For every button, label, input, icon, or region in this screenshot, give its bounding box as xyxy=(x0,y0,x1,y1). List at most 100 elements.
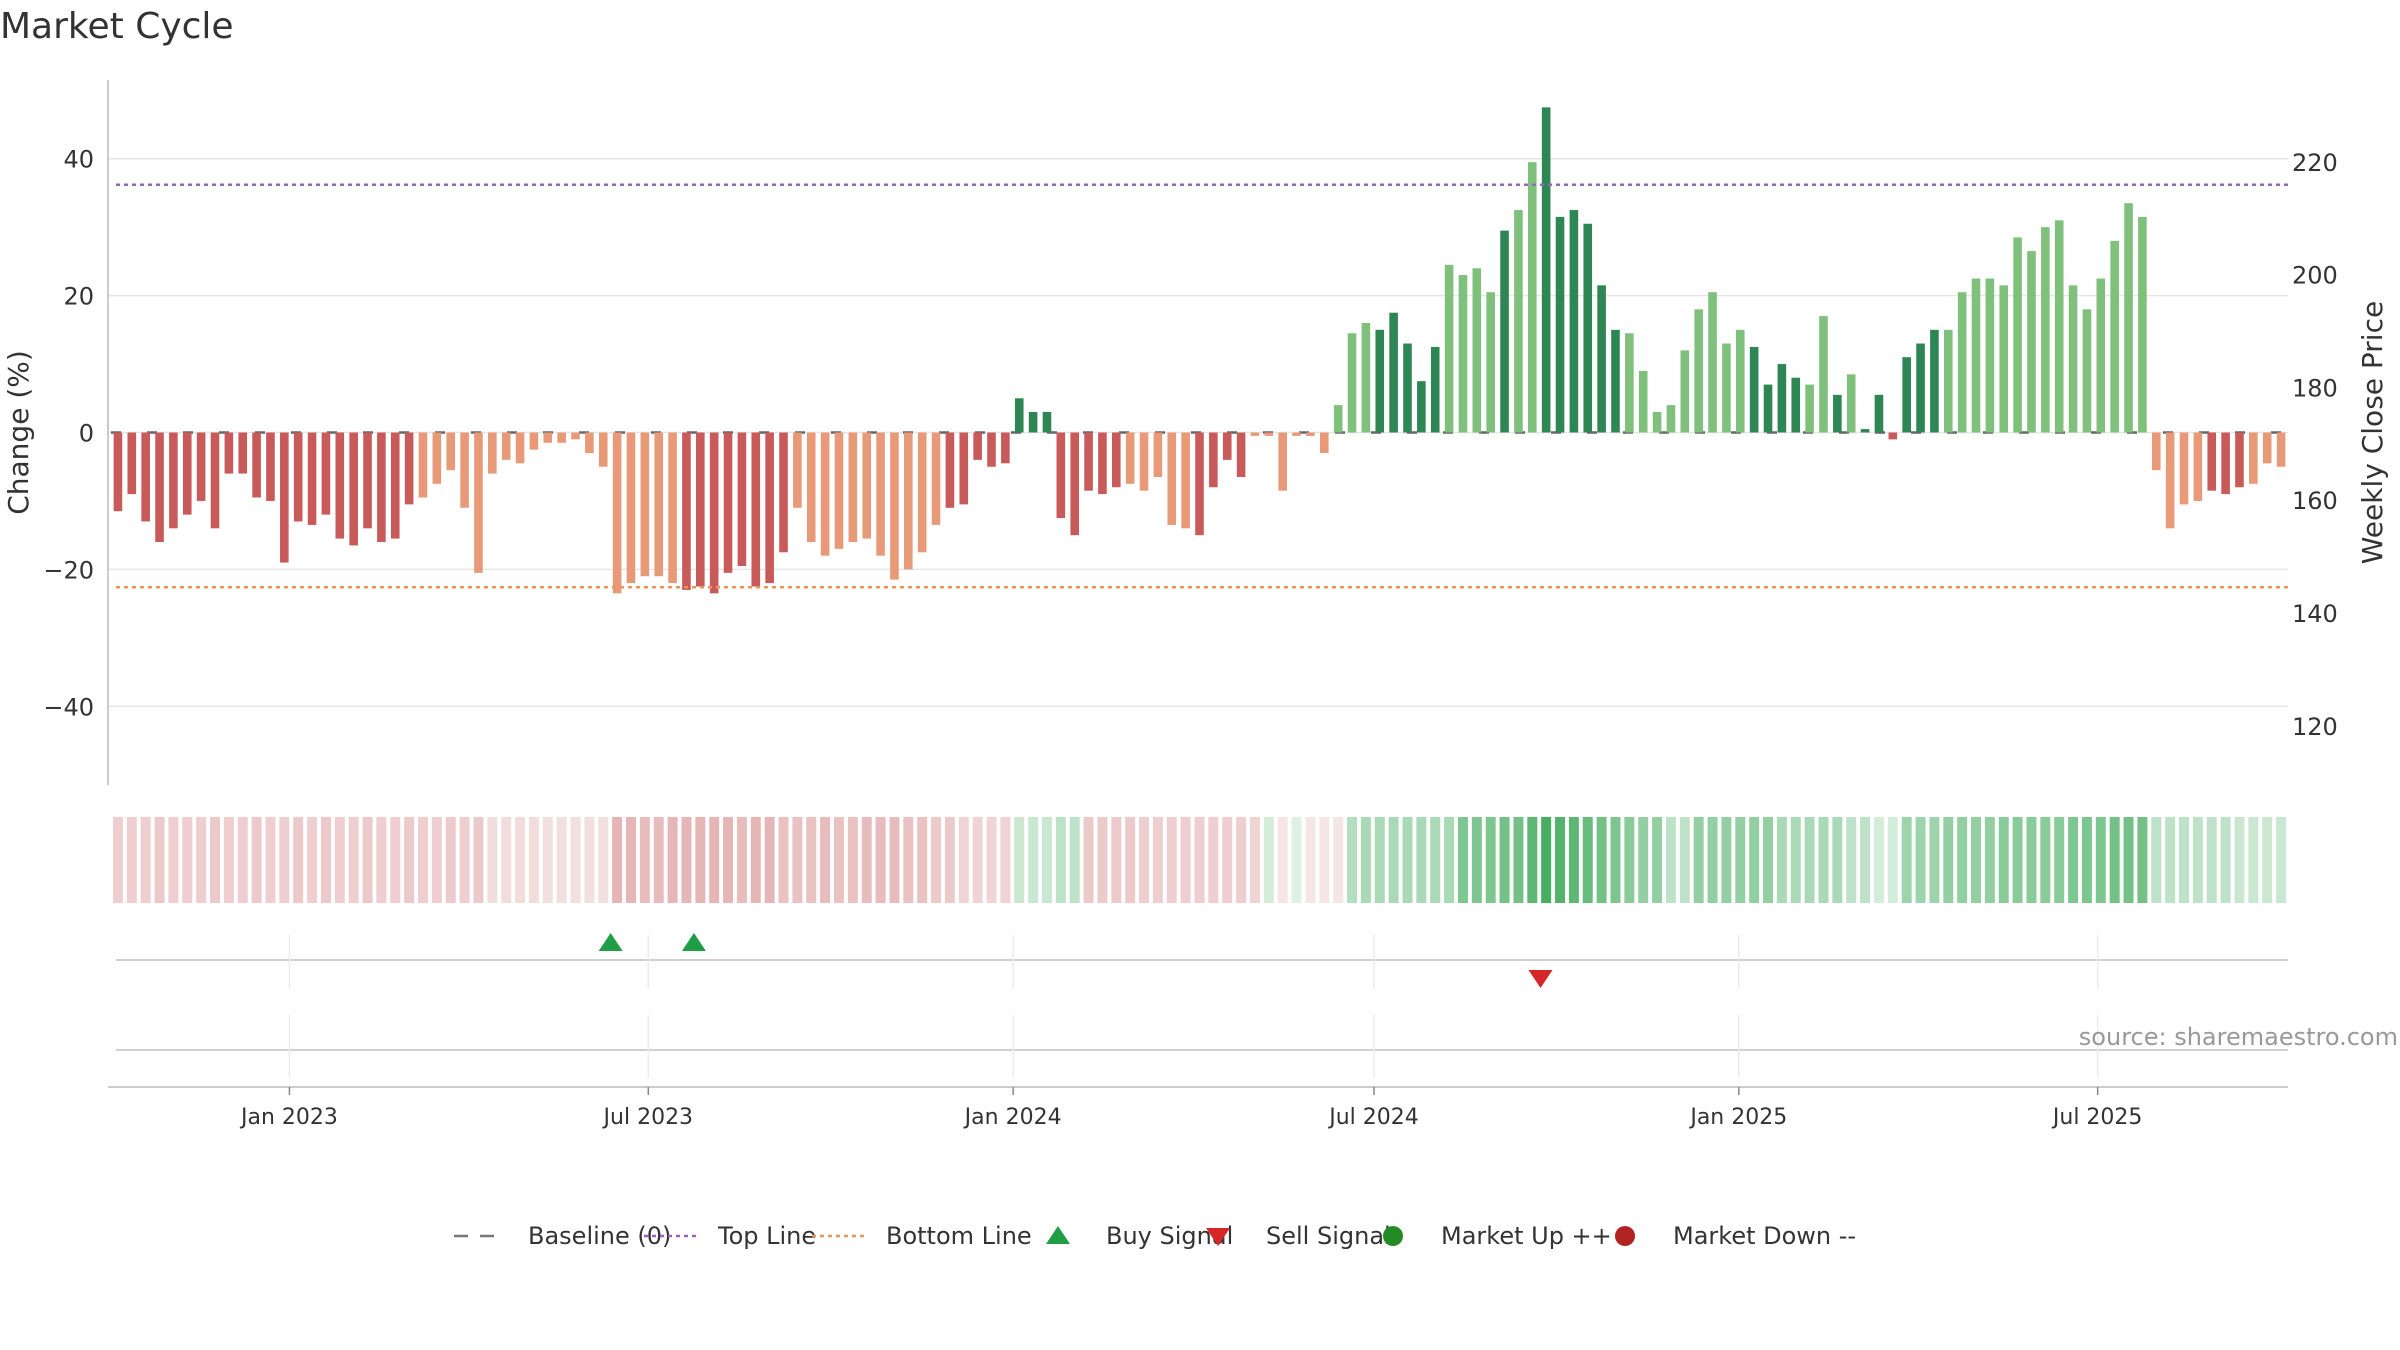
regime-band-cell xyxy=(182,817,193,903)
change-bar xyxy=(793,432,802,508)
regime-band-cell xyxy=(1652,817,1663,903)
legend-label: Sell Signal xyxy=(1266,1222,1391,1250)
regime-band-cell xyxy=(265,817,276,903)
change-bar xyxy=(654,432,664,577)
regime-band-cell xyxy=(944,817,955,903)
regime-band-cell xyxy=(501,817,512,903)
change-bar xyxy=(2151,432,2161,471)
change-bar xyxy=(1694,309,1703,433)
regime-band-cell xyxy=(1763,817,1774,903)
regime-band-cell xyxy=(667,817,678,903)
regime-band-cell xyxy=(1055,817,1066,903)
change-bar xyxy=(335,432,345,539)
legend-swatch-marker xyxy=(1383,1226,1403,1246)
change-bar xyxy=(876,432,885,556)
change-bar xyxy=(1930,329,1939,433)
regime-band-cell xyxy=(1610,817,1621,903)
change-bar xyxy=(737,432,747,566)
regime-band-cell xyxy=(154,817,165,903)
regime-band-cell xyxy=(376,817,387,903)
regime-band-cell xyxy=(875,817,886,903)
change-bar xyxy=(1777,364,1787,433)
legend-label: Market Up ++ xyxy=(1441,1222,1612,1250)
change-bar xyxy=(1888,432,1898,440)
regime-band-cell xyxy=(1333,817,1344,903)
regime-band-cell xyxy=(473,817,484,903)
regime-band-cell xyxy=(1291,817,1302,903)
change-bar xyxy=(696,432,705,587)
change-bar xyxy=(2096,278,2106,433)
regime-band-cell xyxy=(750,817,761,903)
regime-band-cell xyxy=(1388,817,1399,903)
regime-band-cell xyxy=(1860,817,1871,903)
change-bar xyxy=(1957,292,1967,433)
regime-band-cell xyxy=(598,817,609,903)
regime-band-cell xyxy=(833,817,844,903)
change-bar xyxy=(2235,432,2244,488)
change-bar xyxy=(1791,377,1801,433)
change-bar xyxy=(1139,432,1149,491)
y-tick-label: 40 xyxy=(63,146,94,174)
change-bar xyxy=(848,432,858,543)
change-bar xyxy=(2068,285,2078,433)
regime-band-cell xyxy=(1721,817,1732,903)
regime-band-cell xyxy=(1679,817,1690,903)
change-bar xyxy=(1056,432,1066,519)
change-bar xyxy=(1680,350,1690,433)
change-bar xyxy=(668,432,677,584)
change-bar xyxy=(1250,432,1260,436)
sell-signal-marker xyxy=(1528,970,1553,988)
change-bar xyxy=(418,432,428,498)
x-tick-label: Jan 2025 xyxy=(1688,1105,1787,1130)
change-bar xyxy=(890,432,899,580)
change-bar xyxy=(987,432,996,467)
regime-band-cell xyxy=(1541,817,1552,903)
regime-band-cell xyxy=(1014,817,1025,903)
change-bar xyxy=(2027,251,2036,433)
change-bar xyxy=(2276,432,2286,467)
change-bar xyxy=(2138,216,2147,433)
change-bar xyxy=(2013,237,2022,433)
regime-band-cell xyxy=(1166,817,1177,903)
change-bar xyxy=(543,432,553,443)
change-bar xyxy=(959,432,969,505)
regime-band-cell xyxy=(1305,817,1316,903)
change-bar xyxy=(1569,210,1579,433)
change-bar xyxy=(488,432,497,474)
regime-band-cell xyxy=(542,817,553,903)
regime-band-cell xyxy=(1707,817,1718,903)
change-bar xyxy=(1028,411,1038,433)
regime-band-cell xyxy=(1430,817,1441,903)
regime-band-cell xyxy=(1444,817,1455,903)
change-bar xyxy=(390,432,400,539)
regime-band-cell xyxy=(1665,817,1676,903)
change-bar xyxy=(1666,405,1676,433)
regime-band-cell xyxy=(764,817,775,903)
change-bar xyxy=(1486,292,1495,433)
regime-band-cell xyxy=(1416,817,1427,903)
y-right-tick-label: 220 xyxy=(2292,149,2338,177)
change-bar xyxy=(2124,203,2133,433)
regime-band-cell xyxy=(1943,817,1954,903)
change-bar xyxy=(2110,240,2119,433)
regime-band-cell xyxy=(931,817,942,903)
change-bar xyxy=(1458,275,1468,433)
legend-item: Sell Signal xyxy=(1206,1222,1391,1250)
change-bar xyxy=(1070,432,1080,536)
regime-band-cell xyxy=(2234,817,2245,903)
y-tick-label: −20 xyxy=(43,556,94,584)
regime-band-cell xyxy=(2151,817,2162,903)
change-bar xyxy=(1833,394,1842,433)
change-bar xyxy=(127,432,137,495)
change-bar xyxy=(1541,107,1551,433)
regime-band-cell xyxy=(2262,817,2273,903)
regime-band-cell xyxy=(1568,817,1579,903)
change-bar xyxy=(1125,432,1135,484)
regime-band-cell xyxy=(1194,817,1205,903)
change-bar xyxy=(224,432,234,474)
change-bar xyxy=(307,432,317,525)
regime-band-cell xyxy=(917,817,928,903)
change-bar xyxy=(1014,398,1024,433)
regime-band-cell xyxy=(723,817,734,903)
regime-band-cell xyxy=(2081,817,2092,903)
